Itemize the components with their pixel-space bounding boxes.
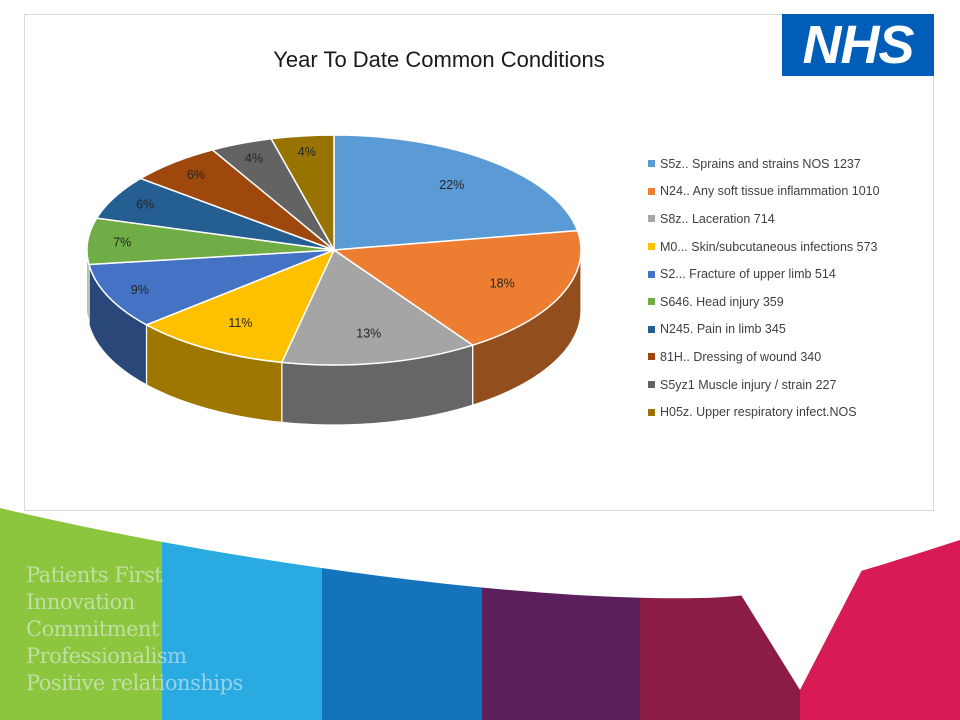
value-item: Innovation: [26, 590, 135, 614]
pie-slice-2: [280, 248, 475, 366]
legend-item: N24.. Any soft tissue inflammation 1010: [648, 178, 938, 206]
pie-label-0: 22%: [439, 178, 464, 192]
value-item: Professionalism: [26, 644, 187, 668]
legend-label: S8z.. Laceration 714: [660, 211, 775, 226]
legend-item: H05z. Upper respiratory infect.NOS: [648, 398, 938, 426]
legend-label: S646. Head injury 359: [660, 294, 784, 309]
legend-label: S5yz1 Muscle injury / strain 227: [660, 377, 837, 392]
pie-label-7: 6%: [187, 168, 205, 182]
legend-item: N245. Pain in limb 345: [648, 316, 938, 344]
pie-slice-3: [144, 248, 336, 364]
pie-slice-4: [88, 249, 335, 326]
legend-item: S2... Fracture of upper limb 514: [648, 260, 938, 288]
legend-item: S5yz1 Muscle injury / strain 227: [648, 371, 938, 399]
pie-label-6: 6%: [136, 198, 154, 212]
legend-item: S646. Head injury 359: [648, 288, 938, 316]
pie-label-5: 7%: [113, 235, 131, 249]
legend-label: S5z.. Sprains and strains NOS 1237: [660, 156, 861, 171]
legend-swatch: [648, 160, 655, 168]
values-list: Patients First Innovation Commitment Pro…: [26, 562, 243, 697]
chart-legend: S5z.. Sprains and strains NOS 1237 N24.. …: [648, 150, 938, 426]
pie-label-2: 13%: [356, 327, 381, 341]
pie-slice-0: [333, 134, 579, 251]
legend-item: S8z.. Laceration 714: [648, 205, 938, 233]
nhs-logo: NHS: [782, 14, 934, 76]
value-item: Positive relationships: [26, 671, 243, 695]
pie-top: [86, 134, 582, 366]
pie-label-4: 9%: [131, 283, 149, 297]
legend-item: 81H.. Dressing of wound 340: [648, 343, 938, 371]
legend-label: M0... Skin/subcutaneous infections 573: [660, 239, 878, 254]
legend-swatch: [648, 408, 655, 416]
legend-swatch: [648, 325, 655, 333]
pie-label-1: 18%: [490, 276, 515, 290]
pie-labels: 22% 18% 13% 11% 9% 7% 6% 6% 4% 4%: [113, 145, 515, 341]
legend-label: 81H.. Dressing of wound 340: [660, 349, 822, 364]
value-item: Patients First: [26, 563, 163, 587]
legend-swatch: [648, 381, 655, 389]
pie-slice-1: [331, 229, 582, 347]
legend-swatch: [648, 270, 655, 278]
legend-swatch: [648, 298, 655, 306]
pie-slice-9: [269, 134, 335, 253]
chart-title: Year To Date Common Conditions: [273, 47, 605, 72]
pie-label-3: 11%: [228, 316, 252, 330]
legend-label: N245. Pain in limb 345: [660, 322, 786, 337]
legend-item: S5z.. Sprains and strains NOS 1237: [648, 150, 938, 178]
legend-swatch: [648, 353, 655, 361]
pie-label-8: 4%: [245, 151, 263, 165]
legend-item: M0... Skin/subcutaneous infections 573: [648, 233, 938, 261]
legend-label: H05z. Upper respiratory infect.NOS: [660, 405, 857, 420]
legend-swatch: [648, 215, 655, 223]
legend-swatch: [648, 187, 655, 195]
pie-label-9: 4%: [298, 145, 316, 159]
value-item: Commitment: [26, 617, 159, 641]
pie-sides: [86, 249, 582, 426]
legend-label: S2... Fracture of upper limb 514: [660, 267, 836, 282]
legend-swatch: [648, 243, 655, 251]
legend-label: N24.. Any soft tissue inflammation 1010: [660, 184, 880, 199]
